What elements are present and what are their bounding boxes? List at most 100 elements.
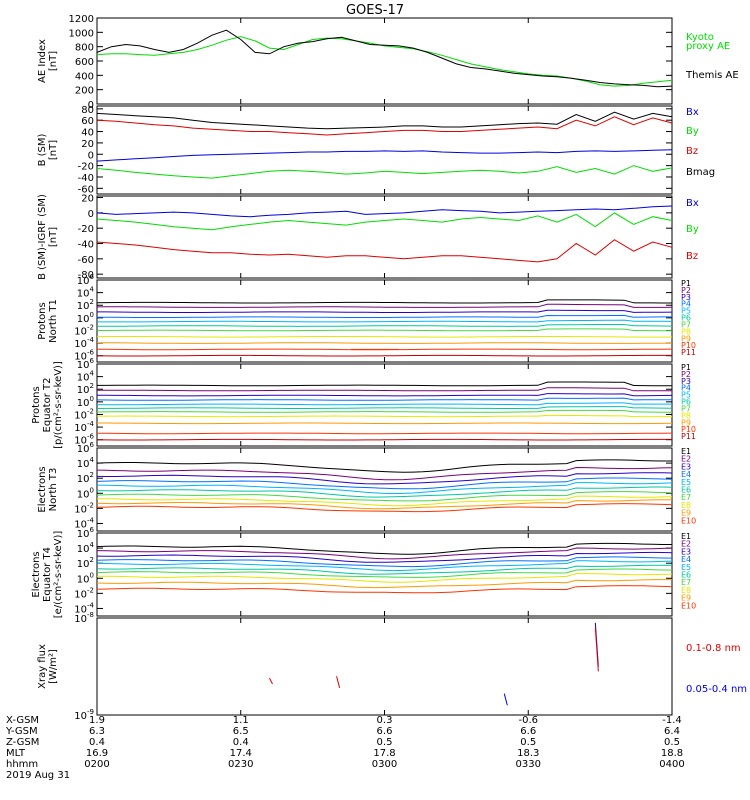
legend-entry: P11 — [681, 432, 696, 441]
legend-entry: P3 — [681, 377, 691, 386]
footer-value: -0.6 — [518, 715, 538, 726]
series-by — [96, 212, 673, 231]
footer-value: 0.4 — [89, 737, 105, 748]
legend-entry: E1 — [681, 532, 691, 541]
y-tick-exponent: -2 — [87, 323, 94, 331]
y-axis-label-line: B (SM)-IGRF (SM) — [37, 194, 48, 280]
y-tick-exponent: 0 — [90, 395, 94, 403]
footer-value: 0.4 — [233, 737, 249, 748]
series-e4 — [96, 477, 673, 490]
series-bx — [96, 205, 673, 218]
series-e4 — [96, 556, 673, 568]
legend-entry: 0.05-0.4 nm — [686, 684, 747, 695]
series-e1 — [96, 542, 672, 555]
y-axis-label-line: Equator T2 — [42, 378, 53, 433]
legend-entry: E2 — [681, 540, 691, 549]
y-tick-label: 102 — [77, 471, 94, 485]
y-tick-exponent: 6 — [90, 441, 95, 449]
y-tick-exponent: -6 — [87, 349, 95, 357]
y-tick-exponent: 0 — [90, 486, 94, 494]
series-p11 — [97, 354, 672, 357]
y-tick-label: 20 — [81, 194, 94, 205]
footer-value: 0.3 — [377, 715, 393, 726]
panel-en: Electrons North T310-410-2100102104106E1E… — [37, 441, 696, 532]
y-tick-exponent: -4 — [87, 516, 95, 524]
footer-row-label: X-GSM — [6, 715, 39, 726]
y-axis-label-line: [W/m²] — [48, 649, 59, 684]
y-axis-label-line: Xray flux — [37, 644, 48, 689]
legend-entry: P11 — [681, 348, 696, 357]
legend-entry: P5 — [681, 391, 691, 400]
legend-entry: E9 — [681, 594, 691, 603]
y-tick-label: 100 — [77, 571, 94, 585]
series-e8 — [97, 495, 673, 507]
legend-entry: E6 — [681, 486, 691, 495]
plot-title: GOES-17 — [346, 3, 404, 18]
footer-value: 0230 — [228, 759, 253, 770]
series-p3 — [97, 309, 673, 313]
series-p4 — [96, 397, 672, 401]
legend-entry: P6 — [681, 314, 691, 323]
legend-entry: P3 — [681, 293, 691, 302]
legend-entry: P10 — [681, 425, 696, 434]
y-tick-exponent: 4 — [90, 541, 95, 549]
y-tick-exponent: 6 — [90, 357, 95, 365]
y-tick-label: -20 — [78, 224, 94, 235]
y-tick-label: 600 — [75, 57, 94, 68]
footer-value: 6.4 — [664, 726, 680, 737]
legend-entry: P4 — [681, 300, 691, 309]
legend-entry: proxy AE — [686, 41, 730, 52]
series-bmag — [96, 111, 673, 130]
y-tick-label: 10-2 — [74, 586, 94, 600]
series-p2 — [97, 387, 673, 392]
series-e7 — [96, 491, 673, 502]
legend-entry: E8 — [681, 586, 691, 595]
panel-ee: Electrons Equator T4 [e/(cm²-s-sr-keV)] 10-… — [31, 526, 696, 618]
footer-row-label: MLT — [6, 748, 26, 759]
series-e7 — [96, 568, 673, 578]
y-tick-label: 20 — [81, 139, 94, 150]
y-tick-exponent: 2 — [90, 298, 94, 306]
series-p9 — [97, 422, 673, 425]
legend-entry: P10 — [681, 341, 696, 350]
legend-entry: E7 — [681, 578, 691, 587]
y-tick-exponent: 6 — [90, 526, 95, 534]
series-e9 — [96, 499, 673, 510]
footer-value: 6.5 — [233, 726, 249, 737]
y-tick-exponent: 2 — [90, 471, 94, 479]
y-tick-label: 1000 — [69, 28, 94, 39]
y-tick-label: -60 — [78, 184, 94, 195]
y-axis-label: Protons North T1 — [37, 299, 59, 343]
series-e2 — [96, 547, 673, 560]
y-tick-label: 1200 — [69, 14, 94, 25]
y-tick-label: 80 — [81, 105, 94, 116]
legend-entry: By — [686, 126, 699, 137]
legend-entry: E4 — [681, 470, 691, 479]
legend-entry: P1 — [681, 279, 691, 288]
y-axis-label-line: North T1 — [48, 299, 59, 343]
series-bz — [96, 239, 673, 263]
legend-entry: Bz — [686, 146, 698, 157]
legend-entry: E8 — [681, 501, 691, 510]
y-tick-exponent: -2 — [87, 586, 94, 594]
legend-entry: E1 — [681, 447, 691, 456]
y-axis-label: B (SM)-IGRF (SM) [nT] — [37, 194, 59, 280]
legend-entry: Bz — [686, 251, 698, 262]
series-e9 — [96, 579, 672, 589]
y-tick-exponent: 4 — [90, 370, 95, 378]
panel-frame — [96, 617, 673, 716]
y-tick-exponent: -4 — [87, 420, 95, 428]
y-tick-exponent: 6 — [90, 273, 95, 281]
y-tick-exponent: 2 — [90, 382, 94, 390]
series-e3 — [96, 472, 673, 485]
y-tick-exponent: 4 — [90, 456, 95, 464]
xray-segment — [503, 693, 508, 706]
y-tick-label: 10-8 — [74, 611, 94, 625]
series-p8 — [97, 414, 673, 418]
y-tick-label: 0 — [88, 100, 94, 111]
series-p7 — [97, 328, 672, 332]
y-tick-exponent: 0 — [90, 311, 94, 319]
y-tick-exponent: -4 — [87, 336, 95, 344]
series-p1 — [96, 299, 672, 304]
series-p1 — [97, 381, 673, 387]
